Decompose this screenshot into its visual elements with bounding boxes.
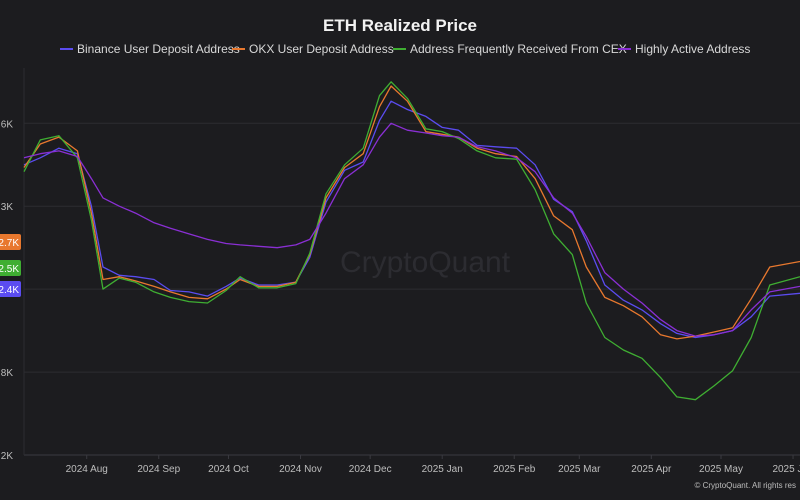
watermark: CryptoQuant (340, 246, 511, 279)
x-tick-label: 2025 Jun (772, 464, 800, 475)
series-line-1 (23, 100, 800, 339)
value-badge-label: 2.4K (0, 285, 19, 296)
value-badge (0, 281, 21, 297)
value-badge-label: 2.5K (0, 264, 19, 275)
x-tick-label: 2025 Jan (422, 464, 463, 475)
y-tick-label: 3.6K (0, 119, 13, 130)
legend-item-4[interactable]: Highly Active Address (618, 42, 750, 56)
x-tick-label: 2025 Apr (631, 464, 672, 475)
series-line-2 (23, 85, 800, 340)
x-axis: 2024 Aug 2024 Sep 2024 Oct 2024 Nov 2024 Dec… (66, 455, 800, 475)
x-tick-label: 2024 Dec (349, 464, 392, 475)
legend-label: Highly Active Address (635, 42, 750, 56)
series-line-3 (23, 81, 800, 401)
value-badge-label: 2.7K (0, 238, 19, 249)
legend[interactable]: Binance User Deposit Address OKX User Dep… (60, 42, 750, 56)
legend-item-1[interactable]: Binance User Deposit Address (60, 42, 240, 56)
x-tick-label: 2024 Oct (208, 464, 249, 475)
x-tick-label: 2024 Nov (279, 464, 322, 475)
value-badge (0, 260, 21, 276)
chart-title: ETH Realized Price (323, 16, 477, 35)
series-layer (23, 81, 800, 401)
x-tick-label: 2025 Feb (493, 464, 536, 475)
last-value-badges: 2.7K 2.5K 2.4K (0, 234, 21, 297)
grid (23, 68, 800, 456)
legend-label: Address Frequently Received From CEX (410, 42, 627, 56)
x-tick-label: 2024 Sep (137, 464, 180, 475)
series-line-4 (23, 122, 800, 337)
copyright: © CryptoQuant. All rights res (695, 481, 797, 490)
legend-label: Binance User Deposit Address (77, 42, 240, 56)
x-tick-label: 2025 Mar (558, 464, 601, 475)
legend-item-2[interactable]: OKX User Deposit Address (232, 42, 394, 56)
x-tick-label: 2025 May (699, 464, 743, 475)
x-tick-label: 2024 Aug (66, 464, 108, 475)
legend-item-3[interactable]: Address Frequently Received From CEX (393, 42, 627, 56)
legend-label: OKX User Deposit Address (249, 42, 394, 56)
y-tick-label: 1.8K (0, 368, 13, 379)
y-tick-label: 1.2K (0, 451, 13, 462)
value-badge (0, 234, 21, 250)
y-tick-label: 3K (1, 202, 14, 213)
